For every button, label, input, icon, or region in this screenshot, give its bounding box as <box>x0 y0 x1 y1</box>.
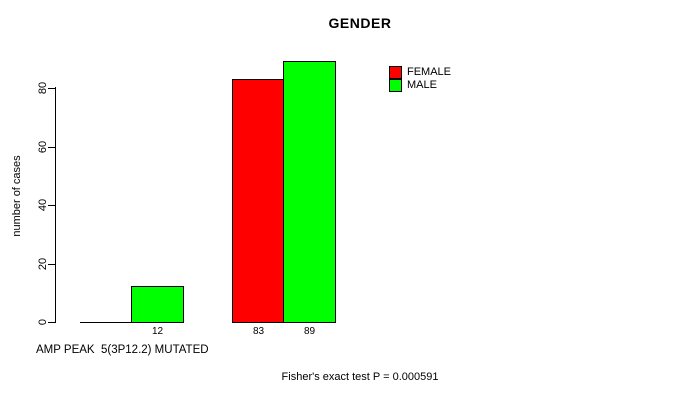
fisher-test-annotation: Fisher's exact test P = 0.000591 <box>281 371 439 383</box>
legend-swatch-male <box>389 79 402 92</box>
bar-value-label: 89 <box>303 326 316 337</box>
bar-female-group1-zero <box>80 322 133 323</box>
chart-title: GENDER <box>328 15 392 31</box>
y-tick-label: 20 <box>37 257 49 271</box>
x-axis-label: AMP PEAK 5(3P12.2) MUTATED <box>36 344 209 356</box>
bar-value-label: 83 <box>252 326 265 337</box>
legend-row-female: FEMALE <box>389 66 451 79</box>
legend-label: MALE <box>407 79 437 91</box>
y-tick-label: 60 <box>37 140 49 154</box>
bar-value-label: 12 <box>151 326 164 337</box>
legend-row-male: MALE <box>389 79 451 92</box>
y-tick-label: 80 <box>37 81 49 95</box>
y-tick-label: 40 <box>37 198 49 212</box>
y-tick-mark <box>48 88 55 89</box>
y-tick-label: 0 <box>37 318 49 326</box>
y-axis-line <box>55 87 56 323</box>
bar-male-group2 <box>283 61 336 323</box>
y-tick-mark <box>48 147 55 148</box>
legend-swatch-female <box>389 66 402 79</box>
bar-male-group1 <box>131 286 184 323</box>
y-tick-mark <box>48 322 55 323</box>
y-tick-mark <box>48 264 55 265</box>
legend-label: FEMALE <box>407 66 452 78</box>
bar-female-group2 <box>232 79 285 323</box>
y-tick-mark <box>48 205 55 206</box>
legend: FEMALE MALE <box>389 66 451 92</box>
y-axis-label: number of cases <box>11 155 23 237</box>
